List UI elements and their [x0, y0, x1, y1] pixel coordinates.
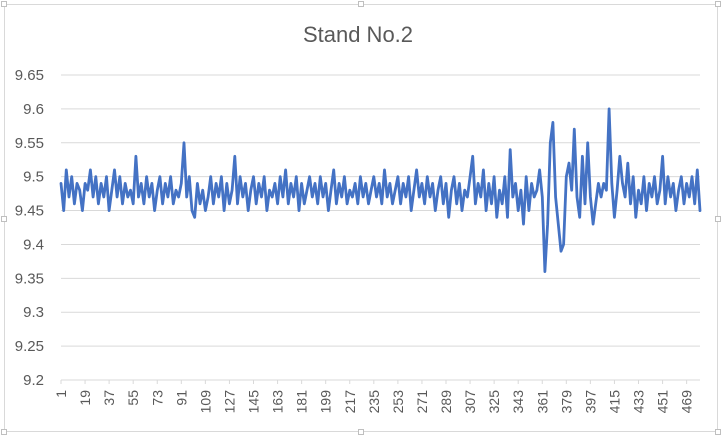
- x-tick-label: 217: [342, 390, 358, 414]
- x-tick-label: 343: [510, 390, 526, 414]
- x-tick-label: 397: [582, 390, 598, 414]
- x-tick-label: 451: [655, 390, 671, 414]
- resize-handle-middle-right[interactable]: [715, 216, 721, 222]
- x-tick-label: 235: [366, 390, 382, 414]
- x-tick-label: 271: [414, 390, 430, 414]
- resize-handle-top-middle[interactable]: [358, 1, 364, 7]
- y-tick-label: 9.6: [23, 101, 44, 118]
- x-tick-label: 19: [77, 390, 93, 406]
- y-tick-label: 9.65: [15, 67, 44, 84]
- series-layer: [59, 107, 702, 273]
- x-tick-label: 127: [221, 390, 237, 414]
- x-tick-label: 307: [462, 390, 478, 414]
- y-tick-label: 9.35: [15, 270, 44, 287]
- x-tick-label: 433: [631, 390, 647, 414]
- x-tick-label: 415: [606, 390, 622, 414]
- x-tick-label: 55: [125, 390, 141, 406]
- x-tick-label: 469: [679, 390, 695, 414]
- x-tick-label: 37: [101, 390, 117, 406]
- x-tick-label: 181: [294, 390, 310, 414]
- gridlines: [61, 74, 700, 381]
- x-tick-label: 199: [318, 390, 334, 414]
- resize-handle-bottom-left[interactable]: [1, 429, 7, 435]
- resize-handle-middle-left[interactable]: [1, 216, 7, 222]
- x-tick-label: 289: [438, 390, 454, 414]
- resize-handle-bottom-right[interactable]: [715, 429, 721, 435]
- y-tick-label: 9.4: [23, 236, 44, 253]
- x-tick-label: 379: [558, 390, 574, 414]
- x-tick-label: 73: [149, 390, 165, 406]
- y-tick-label: 9.2: [23, 372, 44, 389]
- y-axis: 9.65 9.6 9.55 9.5 9.45 9.4 9.35 9.3 9.25 9.2: [15, 67, 44, 389]
- x-tick-label: 163: [270, 390, 286, 414]
- x-tick-label: 253: [390, 390, 406, 414]
- x-tick-label: 109: [197, 390, 213, 414]
- y-tick-label: 9.25: [15, 338, 44, 355]
- x-tick-label: 325: [486, 390, 502, 414]
- resize-handle-top-right[interactable]: [715, 1, 721, 7]
- series-line-0[interactable]: [59, 107, 702, 273]
- resize-handle-bottom-middle[interactable]: [358, 429, 364, 435]
- x-axis: 1 19 37 55 73 91 109 127 145 163 181 199 217 235 253 27…: [53, 380, 695, 413]
- y-tick-label: 9.45: [15, 203, 44, 220]
- y-tick-label: 9.5: [23, 169, 44, 186]
- x-tick-label: 361: [534, 390, 550, 414]
- resize-handle-top-left[interactable]: [1, 1, 7, 7]
- y-tick-label: 9.3: [23, 304, 44, 321]
- x-tick-label: 1: [53, 390, 69, 398]
- chart-title: Stand No.2: [303, 22, 413, 47]
- y-tick-label: 9.55: [15, 135, 44, 152]
- x-tick-label: 91: [173, 390, 189, 406]
- x-tick-label: 145: [246, 390, 262, 414]
